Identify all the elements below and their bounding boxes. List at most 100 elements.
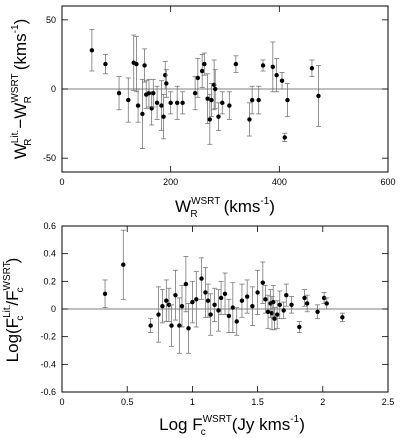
y-axis-label-1: WLit. R−WWSRT R(kms-1): [10, 19, 34, 160]
data-point-2-6: [166, 302, 172, 308]
data-point-1-40: [279, 78, 285, 83]
tick-labels-1: 0 200 400 600 -50 0 50: [43, 15, 396, 187]
data-point-2-25: [234, 319, 239, 324]
x-tick-label-2-1: 0.5: [121, 397, 134, 407]
data-point-1-30: [216, 114, 221, 119]
y-tick-label-2-2: -0.2: [40, 332, 56, 342]
y-tick-label-2-5: 0.4: [43, 249, 56, 259]
tick-marks-1: [61, 6, 389, 172]
data-point-1-8: [142, 63, 147, 68]
data-point-1-23: [199, 68, 205, 74]
x-axis-label-1-sub: R: [190, 209, 197, 220]
x-tick-label-1-1: 200: [163, 177, 178, 187]
y-tick-label-2-6: 0.6: [43, 221, 56, 231]
y-axis-label-1-unit: (kms: [11, 33, 30, 70]
data-point-2-14: [194, 297, 199, 302]
x-tick-label-1-0: 0: [59, 177, 64, 187]
data-point-2-10: [179, 304, 185, 309]
data-point-1-28: [211, 82, 217, 88]
y-axis-label-2: Log(FLit.c/FWSRT c): [2, 258, 26, 363]
data-point-1-12: [151, 90, 156, 96]
data-point-2-38: [277, 302, 282, 308]
data-point-2-46: [321, 295, 327, 301]
x-tick-label-1-2: 400: [272, 177, 287, 187]
data-point-2-29: [255, 290, 260, 295]
data-point-2-5: [164, 298, 169, 303]
data-point-1-2: [116, 90, 122, 96]
data-point-1-22: [195, 75, 201, 81]
y-axis-label-1-w2: W: [11, 103, 30, 119]
data-point-2-1: [121, 262, 126, 267]
x-tick-label-2-3: 1.5: [251, 397, 264, 407]
y-tick-label-2-1: -0.4: [40, 359, 56, 369]
data-point-2-20: [216, 308, 221, 313]
data-point-2-21: [218, 295, 224, 301]
data-points-1: [89, 29, 321, 149]
data-point-2-22: [222, 291, 228, 296]
data-point-1-17: [164, 81, 169, 86]
y-axis-label-1-sub1: R: [23, 139, 34, 146]
y-axis-label-2-sub2: c: [15, 287, 26, 292]
data-point-2-45: [315, 309, 320, 314]
data-point-2-30: [260, 280, 266, 285]
data-point-2-0: [102, 291, 108, 296]
y-axis-label-1-w1: W: [11, 143, 30, 159]
data-point-1-39: [274, 72, 279, 78]
x-axis-label-2: Log FWSRT c (Jy kms-1): [159, 414, 305, 438]
data-point-2-48: [340, 315, 345, 320]
data-point-1-0: [89, 48, 95, 53]
y-tick-label-2-4: 0.2: [43, 276, 56, 286]
x-axis-label-1-unit-exp: -1: [260, 196, 269, 207]
data-point-2-42: [297, 324, 302, 330]
data-point-1-15: [161, 114, 166, 119]
panel-flux-ratio: 0 0.5 1 1.5 2 2.5 -0.6 -0.4 -0.2 0 0.2 0.4 0.6 Log F…: [2, 221, 394, 438]
y-axis-label-1-close: ): [11, 19, 30, 25]
data-point-2-32: [265, 309, 271, 314]
tick-labels-2: 0 0.5 1 1.5 2 2.5 -0.6 -0.4 -0.2 0 0.2 0.4 0.6: [40, 221, 394, 407]
x-axis-label-2-unit-exp: -1: [290, 414, 299, 425]
x-tick-label-2-2: 1: [190, 397, 195, 407]
y-axis-label-2-slash: /F: [3, 290, 22, 305]
y-axis-label-1-minus: −: [11, 119, 30, 129]
data-point-1-38: [270, 64, 276, 70]
data-point-1-35: [249, 97, 255, 103]
data-point-2-15: [199, 276, 204, 281]
data-point-1-42: [285, 97, 290, 103]
data-point-1-43: [309, 66, 315, 71]
y-tick-label-1-2: 50: [46, 15, 56, 25]
data-point-1-32: [227, 103, 232, 108]
data-point-1-20: [180, 100, 185, 106]
x-axis-label-2-unit: (Jy kms: [232, 415, 291, 434]
data-point-1-24: [202, 61, 207, 67]
data-point-2-47: [324, 301, 329, 306]
data-point-2-36: [272, 316, 277, 321]
data-point-2-8: [173, 292, 178, 298]
x-axis-label-1-unit: (kms: [224, 197, 261, 216]
data-point-1-37: [260, 63, 266, 68]
data-point-2-18: [208, 312, 213, 317]
x-tick-label-2-4: 2: [320, 397, 325, 407]
data-point-2-24: [230, 305, 236, 310]
y-axis-label-1-sup1: Lit.: [10, 130, 21, 143]
data-point-2-7: [169, 323, 174, 328]
data-point-1-29: [213, 86, 218, 92]
data-point-1-19: [174, 100, 180, 106]
data-point-1-31: [220, 100, 225, 106]
data-point-1-26: [207, 117, 212, 122]
data-point-2-4: [160, 304, 165, 309]
data-point-2-35: [271, 299, 276, 305]
y-axis-label-2-pre: Log(F: [3, 318, 22, 362]
data-point-1-14: [159, 103, 164, 108]
x-axis-label-1-sup: WSRT: [191, 196, 220, 207]
x-tick-label-2-5: 2.5: [382, 397, 395, 407]
y-axis-label-1-sub2: R: [23, 96, 34, 103]
data-point-1-34: [247, 117, 252, 122]
data-point-1-16: [163, 72, 168, 78]
y-axis-label-2-close: ): [3, 258, 22, 264]
data-point-1-3: [126, 97, 131, 103]
data-point-2-44: [304, 301, 310, 306]
data-point-1-6: [135, 103, 141, 108]
x-axis-label-1-main: W: [175, 197, 191, 216]
x-axis-label-2-sub: c: [201, 427, 206, 438]
data-point-2-37: [274, 312, 280, 317]
